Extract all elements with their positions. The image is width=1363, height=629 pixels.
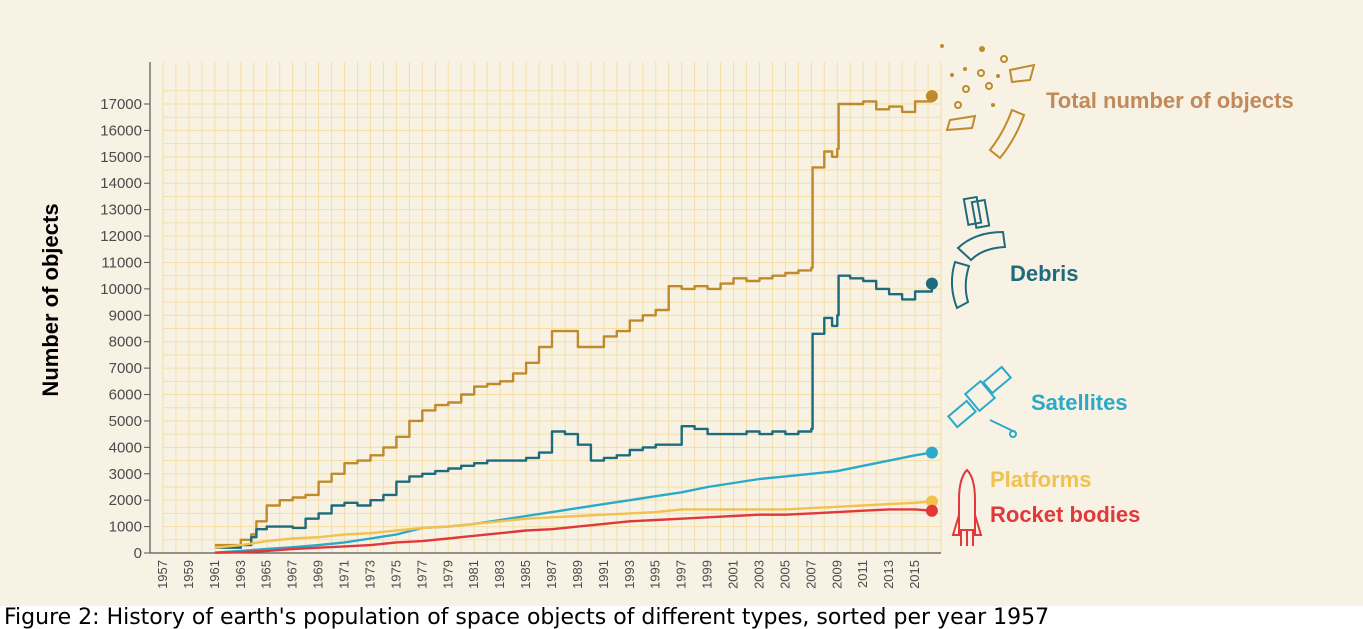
series-line-platforms: [214, 500, 932, 549]
y-tick-label: 12000: [100, 228, 142, 245]
x-tick-label: 1963: [233, 560, 248, 589]
y-tick-label: 8000: [109, 334, 142, 351]
series-endpoint-debris: [925, 277, 938, 290]
x-tick-label: 2005: [777, 560, 792, 589]
x-tick-label: 1975: [388, 560, 403, 589]
x-tick-label: 1981: [466, 560, 481, 589]
x-tick-label: 1971: [337, 560, 352, 589]
x-tick-label: 1985: [518, 560, 533, 589]
y-tick-label: 7000: [109, 360, 142, 377]
series-label-satellites: Satellites: [1031, 390, 1128, 415]
series-label-rocket-bodies: Rocket bodies: [990, 502, 1140, 527]
y-tick-label: 5000: [109, 413, 142, 430]
x-tick-label: 1987: [544, 560, 559, 589]
debris-fragment-icon: [951, 195, 1007, 310]
x-tick-label: 1995: [648, 560, 663, 589]
x-tick-label: 1959: [181, 560, 196, 589]
x-tick-label: 1997: [674, 560, 689, 589]
series-endpoint-total-number-of-objects: [925, 90, 938, 103]
x-tick-label: 2001: [726, 560, 741, 589]
x-tick-label: 1993: [622, 560, 637, 589]
y-tick-label: 10000: [100, 281, 142, 298]
x-tick-label: 2009: [829, 560, 844, 589]
x-tick-label: 2013: [881, 560, 896, 589]
x-tick-label: 2007: [803, 560, 818, 589]
y-axis-label: Number of objects: [38, 203, 63, 396]
y-tick-label: 3000: [109, 466, 142, 483]
y-tick-label: 15000: [100, 149, 142, 166]
x-tick-label: 1957: [155, 560, 170, 589]
series-line-satellites: [214, 451, 933, 554]
x-tick-label: 1979: [440, 560, 455, 589]
x-tick-label: 1969: [311, 560, 326, 589]
x-tick-label: 1991: [596, 560, 611, 589]
series-endpoint-satellites: [925, 446, 938, 459]
y-tick-label: 14000: [100, 175, 142, 192]
axes: [144, 62, 941, 554]
x-tick-label: 1973: [362, 560, 377, 589]
y-tick-labels: 0 1000 2000 3000 4000 5000 6000 7000 8000 9000 100…: [100, 96, 142, 562]
series-label-total: Total number of objects: [1046, 88, 1294, 113]
x-tick-label: 2003: [751, 560, 766, 589]
x-tick-label: 1999: [700, 560, 715, 589]
rocket-icon: [951, 514, 983, 546]
line-chart: 0 1000 2000 3000 4000 5000 6000 7000 8000 9000 100…: [0, 0, 1363, 606]
y-tick-label: 16000: [100, 122, 142, 139]
debris-cloud-icon: [940, 44, 1036, 160]
y-tick-label: 9000: [109, 307, 142, 324]
series-lines: [214, 96, 934, 554]
y-tick-label: 13000: [100, 202, 142, 219]
series-endpoints: [925, 90, 938, 517]
y-tick-label: 17000: [100, 96, 142, 113]
figure-caption: Figure 2: History of earth's population …: [4, 606, 1050, 629]
series-endpoint-platforms: [925, 495, 938, 508]
x-tick-label: 1983: [492, 560, 507, 589]
y-tick-label: 0: [134, 545, 142, 562]
grid: [162, 62, 942, 554]
y-tick-label: 6000: [109, 387, 142, 404]
series-line-debris: [214, 274, 934, 549]
x-tick-label: 2015: [907, 560, 922, 589]
series-label-platforms: Platforms: [990, 467, 1091, 492]
x-tick-labels: 1957 1959 1961 1963 1965 1967 1969 1971 1973 1975…: [155, 560, 922, 589]
x-tick-label: 1989: [570, 560, 585, 589]
series-line-total-number-of-objects: [214, 96, 934, 547]
x-tick-label: 1961: [207, 560, 222, 589]
series-line-rocket-bodies: [214, 508, 932, 554]
x-tick-label: 2011: [855, 560, 870, 588]
x-tick-label: 1977: [414, 560, 429, 589]
y-tick-label: 1000: [109, 519, 142, 536]
series-endpoint-rocket-bodies: [925, 504, 938, 517]
y-tick-label: 2000: [109, 492, 142, 509]
x-tick-label: 1967: [285, 560, 300, 589]
y-tick-label: 11000: [101, 254, 142, 271]
series-label-debris: Debris: [1010, 261, 1078, 286]
x-tick-label: 1965: [259, 560, 274, 589]
y-tick-label: 4000: [109, 439, 142, 456]
satellite-icon: [946, 365, 1017, 438]
